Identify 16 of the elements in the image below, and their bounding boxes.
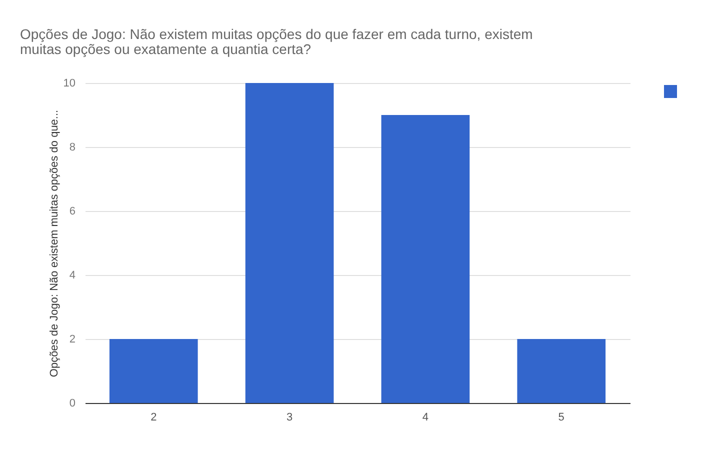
x-tick-label: 5: [558, 412, 564, 424]
y-tick-label: 2: [69, 334, 76, 346]
y-tick-label: 8: [69, 142, 76, 154]
y-tick-label: 4: [69, 270, 76, 282]
bar: [245, 83, 334, 403]
x-tick-label: 2: [150, 412, 157, 424]
y-axis-title: Opções de Jogo: Não existem muitas opções do que...: [48, 110, 60, 378]
y-tick-label: 0: [69, 398, 76, 410]
chart-title: Opções de Jogo: Não existem muitas opções do que fazer em cada turno, existem muitas opções ou exatamente a quantia certa?: [20, 26, 533, 57]
x-tick-label: 3: [286, 412, 293, 424]
x-tick-label: 4: [422, 412, 429, 424]
bar: [381, 115, 470, 403]
y-tick-label: 10: [63, 78, 76, 90]
y-tick-label: 6: [69, 206, 76, 218]
bar: [109, 339, 198, 403]
bar: [517, 339, 606, 403]
